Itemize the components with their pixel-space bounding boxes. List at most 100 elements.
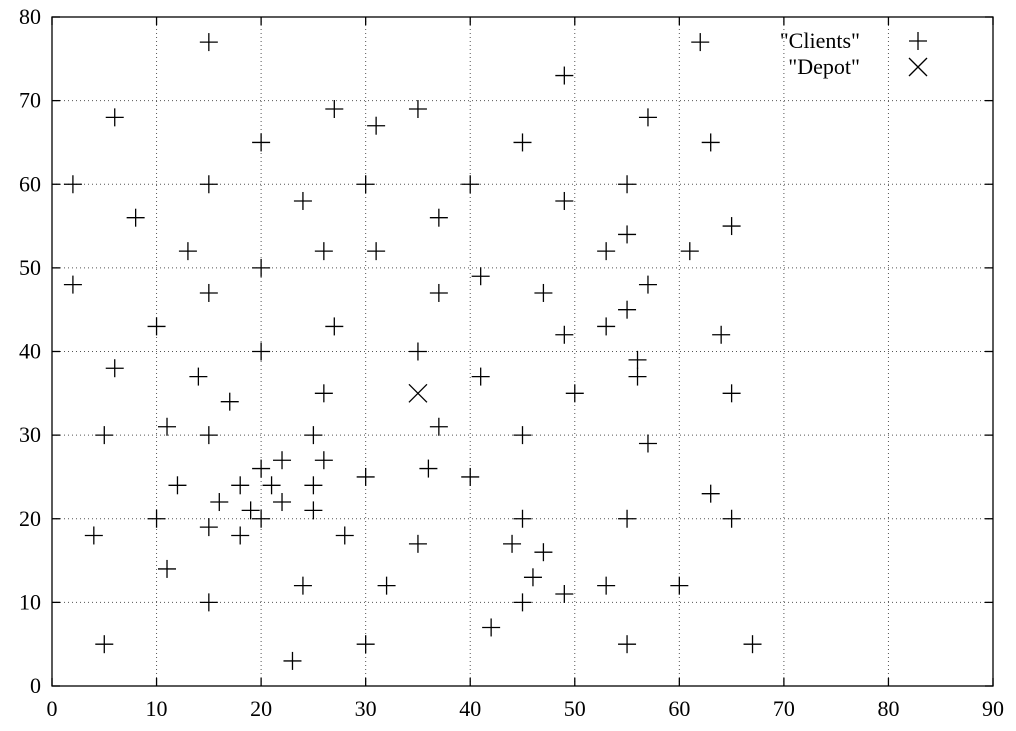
client-point: [461, 467, 480, 486]
client-point: [220, 392, 239, 411]
client-point: [105, 359, 124, 378]
legend: "Clients""Depot": [780, 28, 928, 79]
client-point: [628, 367, 647, 386]
client-point: [63, 275, 82, 294]
x-tick-label: 10: [146, 696, 168, 721]
client-point: [701, 484, 720, 503]
client-point: [158, 417, 177, 436]
y-tick-label: 70: [19, 88, 41, 113]
legend-cross-icon: [908, 57, 928, 77]
client-point: [252, 133, 271, 152]
client-point: [304, 476, 323, 495]
client-point: [461, 175, 480, 194]
y-tick-label: 30: [19, 422, 41, 447]
client-point: [199, 175, 218, 194]
client-point: [419, 459, 438, 478]
depot-point: [408, 383, 428, 403]
client-point: [283, 651, 302, 670]
client-point: [691, 33, 710, 52]
client-point: [63, 175, 82, 194]
client-point: [523, 568, 542, 587]
legend-label: "Clients": [780, 28, 860, 53]
legend-plus-icon: [909, 32, 927, 50]
client-point: [252, 342, 271, 361]
client-point: [147, 317, 166, 336]
y-tick-label: 80: [19, 4, 41, 29]
x-tick-label: 60: [668, 696, 690, 721]
client-point: [293, 576, 312, 595]
client-point: [377, 576, 396, 595]
client-point: [199, 426, 218, 445]
client-point: [408, 99, 427, 118]
client-point: [126, 208, 145, 227]
client-point: [482, 618, 501, 637]
client-point: [513, 593, 532, 612]
x-tick-label: 40: [459, 696, 481, 721]
client-point: [638, 108, 657, 127]
client-point: [429, 208, 448, 227]
client-point: [618, 300, 637, 319]
client-point: [712, 325, 731, 344]
client-point: [618, 509, 637, 528]
client-point: [471, 367, 490, 386]
client-point: [325, 99, 344, 118]
client-point: [722, 217, 741, 236]
client-point: [252, 509, 271, 528]
client-point: [210, 493, 229, 512]
client-point: [534, 543, 553, 562]
client-point: [95, 635, 114, 654]
client-point: [555, 66, 574, 85]
client-point: [680, 242, 699, 261]
client-point: [555, 325, 574, 344]
x-tick-label: 50: [564, 696, 586, 721]
client-point: [231, 476, 250, 495]
client-point: [555, 191, 574, 210]
client-point: [293, 191, 312, 210]
client-point: [84, 526, 103, 545]
client-point: [555, 585, 574, 604]
client-point: [471, 267, 490, 286]
client-point: [252, 258, 271, 277]
client-point: [408, 342, 427, 361]
client-point: [178, 242, 197, 261]
client-point: [743, 635, 762, 654]
client-point: [670, 576, 689, 595]
client-point: [231, 526, 250, 545]
client-point: [513, 426, 532, 445]
client-point: [199, 593, 218, 612]
client-point: [367, 116, 386, 135]
client-point: [356, 467, 375, 486]
client-point: [252, 459, 271, 478]
y-tick-label: 10: [19, 589, 41, 614]
legend-label: "Depot": [788, 54, 860, 79]
client-point: [367, 242, 386, 261]
client-point: [314, 451, 333, 470]
client-point: [262, 476, 281, 495]
grid-lines: [52, 17, 993, 686]
client-point: [701, 133, 720, 152]
client-point: [147, 509, 166, 528]
client-point: [513, 509, 532, 528]
client-point: [618, 635, 637, 654]
client-point: [503, 534, 522, 553]
plot-frame: [51, 16, 994, 687]
data-points: [63, 33, 762, 670]
client-point: [597, 576, 616, 595]
client-point: [95, 426, 114, 445]
x-tick-label: 80: [877, 696, 899, 721]
client-point: [325, 317, 344, 336]
client-point: [429, 417, 448, 436]
client-point: [565, 384, 584, 403]
client-point: [618, 175, 637, 194]
axis-ticks: 0 10 20 30 40 50 60 70 80 90 0 10 20 30 40 50 60 70 80: [19, 4, 1004, 721]
client-point: [241, 501, 260, 520]
y-tick-label: 50: [19, 255, 41, 280]
client-point: [304, 501, 323, 520]
client-point: [618, 225, 637, 244]
y-tick-label: 20: [19, 506, 41, 531]
client-point: [273, 493, 292, 512]
client-point: [513, 133, 532, 152]
x-tick-label: 90: [982, 696, 1004, 721]
client-point: [199, 518, 218, 537]
